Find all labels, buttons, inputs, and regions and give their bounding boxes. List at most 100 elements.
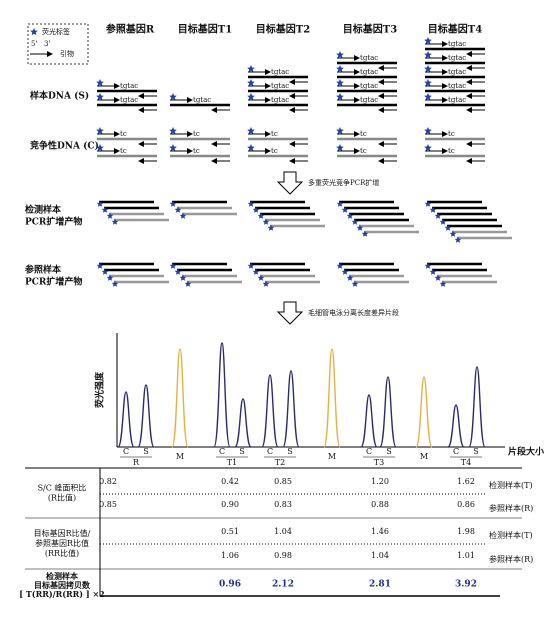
sequence-tag: tgtac <box>120 82 138 90</box>
fluor-star <box>336 93 344 101</box>
sequence-tag: tgtac <box>271 68 289 76</box>
fluor-star <box>336 262 344 269</box>
sequence-tag: tgtac <box>360 68 378 76</box>
legend-3prime: 3' <box>44 40 50 48</box>
row-label: 样本DNA (S) <box>30 90 89 102</box>
sequence-tag: tgtac <box>120 96 138 104</box>
fluor-star <box>439 218 447 225</box>
table-row-label: 目标基因拷贝数 <box>34 580 91 590</box>
column-header: 目标基因T2 <box>256 23 310 36</box>
marker-label: M <box>328 452 336 461</box>
peak <box>117 391 135 448</box>
fluor-star <box>336 200 344 207</box>
copy-number: 3.92 <box>455 580 477 590</box>
table-row-label: 目标基因R比值/ <box>34 528 91 538</box>
fluor-star <box>356 224 364 231</box>
fluor-star <box>169 144 177 152</box>
peak-label: S <box>287 447 292 456</box>
peak-label: C <box>123 447 129 456</box>
fluor-star <box>336 51 344 59</box>
y-label: 荧光强度 <box>94 371 106 408</box>
table-cell: 1.04 <box>371 551 389 560</box>
fluor-star <box>257 274 265 281</box>
peak-label: S <box>386 447 391 456</box>
table-cell: 1.98 <box>457 527 475 536</box>
fluor-star <box>252 268 260 275</box>
legend-box <box>27 23 89 65</box>
column-header: 参照基因R <box>106 23 155 36</box>
fluor-star <box>346 212 354 219</box>
fluor-star <box>96 93 104 101</box>
group-label: T2 <box>275 458 285 467</box>
fluor-star <box>424 65 432 73</box>
fluor-star <box>267 224 275 231</box>
step-text: 多重荧光竞争PCR扩增 <box>308 178 379 187</box>
step-arrow <box>276 171 304 195</box>
fluor-star <box>444 224 452 231</box>
marker-label: M <box>176 452 184 461</box>
sample-label: 参照样本(R) <box>489 554 533 564</box>
fluor-star <box>101 206 109 213</box>
table-cell: 0.88 <box>371 500 389 509</box>
fluor-star <box>424 127 432 135</box>
fluor-star <box>111 280 119 287</box>
sequence-tag: tgtac <box>448 68 466 76</box>
peak-label: S <box>143 447 148 456</box>
sequence-tag: tc <box>360 147 367 155</box>
column-header: 目标基因T3 <box>343 23 397 36</box>
fluor-star <box>96 262 104 269</box>
fluor-star <box>252 206 260 213</box>
table-row-label: [ T(RR)/R(RR) ] ×2 <box>19 589 104 599</box>
fluor-star <box>449 230 457 237</box>
sequence-tag: tc <box>448 130 455 138</box>
sequence-tag: tgtac <box>448 82 466 90</box>
peak <box>323 348 341 448</box>
fluor-star <box>96 200 104 207</box>
fluor-star <box>434 274 442 281</box>
legend-tag: 荧光标签 <box>42 27 70 36</box>
table-row-label: S/C 峰面积比 <box>38 483 87 493</box>
fluor-star <box>247 79 255 87</box>
column-header: 目标基因T4 <box>428 23 482 36</box>
table-cell: 1.04 <box>274 527 292 536</box>
fluor-star <box>101 268 109 275</box>
fluor-star <box>434 212 442 219</box>
fluor-star <box>169 127 177 135</box>
sequence-tag: tgtac <box>448 40 466 48</box>
table-cell: 0.86 <box>457 500 475 509</box>
group-label: T1 <box>227 458 237 467</box>
sequence-tag: tc <box>120 147 127 155</box>
fluor-star <box>454 236 462 243</box>
sequence-tag: tgtac <box>271 82 289 90</box>
fluor-star <box>336 127 344 135</box>
fluor-star <box>336 144 344 152</box>
sequence-tag: tgtac <box>360 82 378 90</box>
table-cell: 1.20 <box>371 477 389 486</box>
peak <box>447 404 465 448</box>
table-cell: 0.85 <box>274 477 292 486</box>
peak-label: C <box>366 447 372 456</box>
sequence-tag: tgtac <box>193 96 211 104</box>
peak <box>468 366 486 448</box>
table-cell: 0.98 <box>274 551 292 560</box>
table-row-label: (RR比值) <box>45 548 79 558</box>
fluor-star <box>169 93 177 101</box>
marker-label: M <box>420 452 428 461</box>
peak <box>234 398 252 448</box>
table-cell: 0.83 <box>274 500 292 509</box>
fluor-star <box>424 200 432 207</box>
fluor-star <box>351 280 359 287</box>
sequence-tag: tc <box>120 130 127 138</box>
peak-label: C <box>219 447 225 456</box>
fluor-star <box>247 65 255 73</box>
fluor-star <box>336 79 344 87</box>
sequence-tag: tgtac <box>448 54 466 62</box>
sequence-tag: tgtac <box>448 96 466 104</box>
sequence-tag: tgtac <box>360 96 378 104</box>
sequence-tag: tgtac <box>271 96 289 104</box>
table-row-label: (R比值) <box>48 493 76 503</box>
peak <box>213 342 231 448</box>
table-cell: 0.51 <box>221 527 239 536</box>
copy-number: 2.81 <box>369 580 391 590</box>
